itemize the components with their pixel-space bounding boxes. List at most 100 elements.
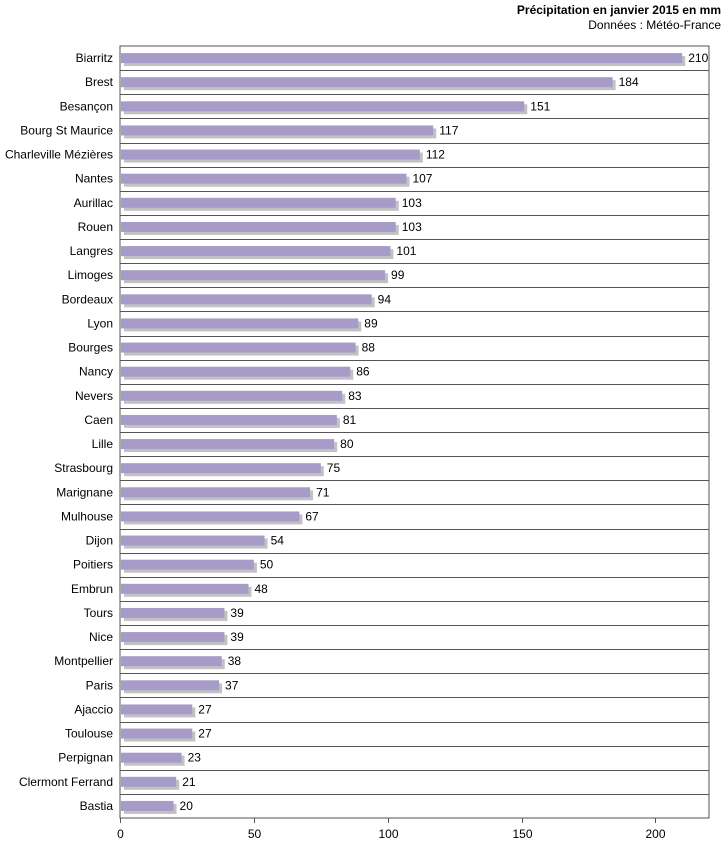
category-label: Clermont Ferrand [19,775,113,789]
bar [121,728,193,739]
x-tick-label: 50 [248,827,262,841]
value-label: 21 [182,775,196,789]
category-label: Rouen [78,220,113,234]
category-label: Langres [70,244,113,258]
value-label: 50 [260,558,274,572]
bar [121,77,613,88]
value-label: 117 [439,123,458,137]
bar [121,656,222,667]
x-tick-label: 150 [512,827,532,841]
value-label: 99 [391,268,405,282]
category-label: Marignane [56,485,113,499]
x-tick-label: 100 [378,827,398,841]
category-label: Nancy [79,365,113,379]
category-label: Biarritz [76,51,113,65]
bar [121,583,249,594]
value-label: 94 [378,292,392,306]
bar [121,463,321,474]
bar [121,535,265,546]
bar [121,173,407,184]
value-label: 103 [402,220,422,234]
category-label: Bordeaux [62,292,113,306]
bar [121,149,420,160]
bar [121,704,193,715]
category-label: Caen [84,413,113,427]
value-label: 20 [180,799,194,813]
bar [121,487,311,498]
x-tick-label: 0 [117,827,124,841]
value-label: 81 [343,413,357,427]
category-label: Dijon [86,534,113,548]
category-label: Lille [92,437,114,451]
bar [121,752,182,763]
value-label: 39 [230,606,244,620]
category-label: Bourg St Maurice [20,123,113,137]
value-label: 83 [348,389,362,403]
category-label: Paris [86,678,113,692]
category-label: Brest [85,75,114,89]
bar [121,559,254,570]
value-label: 184 [619,75,639,89]
bar [121,294,372,305]
value-label: 112 [426,148,445,162]
bar [121,125,434,136]
category-label: Lyon [87,316,113,330]
value-label: 39 [230,630,244,644]
bar [121,246,391,257]
category-label: Ajaccio [74,702,113,716]
category-label: Mulhouse [61,509,113,523]
value-label: 210 [688,51,708,65]
bar [121,800,174,811]
value-label: 27 [198,727,212,741]
value-label: 151 [530,99,550,113]
category-label: Aurillac [74,196,113,210]
value-label: 101 [396,244,416,258]
bar [121,318,359,329]
bar [121,53,683,64]
category-label: Nevers [75,389,113,403]
bar [121,366,351,377]
chart-title: Précipitation en janvier 2015 en mm [516,3,721,17]
category-label: Toulouse [65,727,113,741]
bar [121,680,220,691]
bar [121,342,356,353]
category-label: Besançon [60,99,113,113]
bar [121,776,177,787]
value-label: 71 [316,485,330,499]
bar [121,197,396,208]
category-label: Bastia [80,799,114,813]
bar [121,632,225,643]
bar [121,390,343,401]
value-label: 89 [364,316,378,330]
bar [121,511,300,522]
value-label: 107 [412,172,432,186]
bar [121,607,225,618]
category-label: Limoges [68,268,113,282]
category-label: Nantes [75,172,113,186]
category-label: Bourges [68,341,113,355]
value-label: 38 [228,654,242,668]
value-label: 37 [225,678,239,692]
value-label: 27 [198,702,212,716]
bar [121,414,337,425]
value-label: 75 [327,461,341,475]
value-label: 88 [362,341,376,355]
category-label: Poitiers [73,558,113,572]
x-tick-label: 200 [645,827,665,841]
bar [121,439,335,450]
category-label: Strasbourg [54,461,113,475]
value-label: 54 [271,534,285,548]
value-label: 67 [305,509,319,523]
category-label: Montpellier [54,654,113,668]
category-label: Nice [89,630,113,644]
category-label: Perpignan [58,751,113,765]
chart-subtitle: Données : Météo-France [588,18,721,32]
category-label: Charleville Mézières [5,148,113,162]
bar [121,101,525,112]
value-label: 103 [402,196,422,210]
category-label: Embrun [71,582,113,596]
value-label: 86 [356,365,370,379]
bar [121,270,386,281]
value-label: 80 [340,437,354,451]
